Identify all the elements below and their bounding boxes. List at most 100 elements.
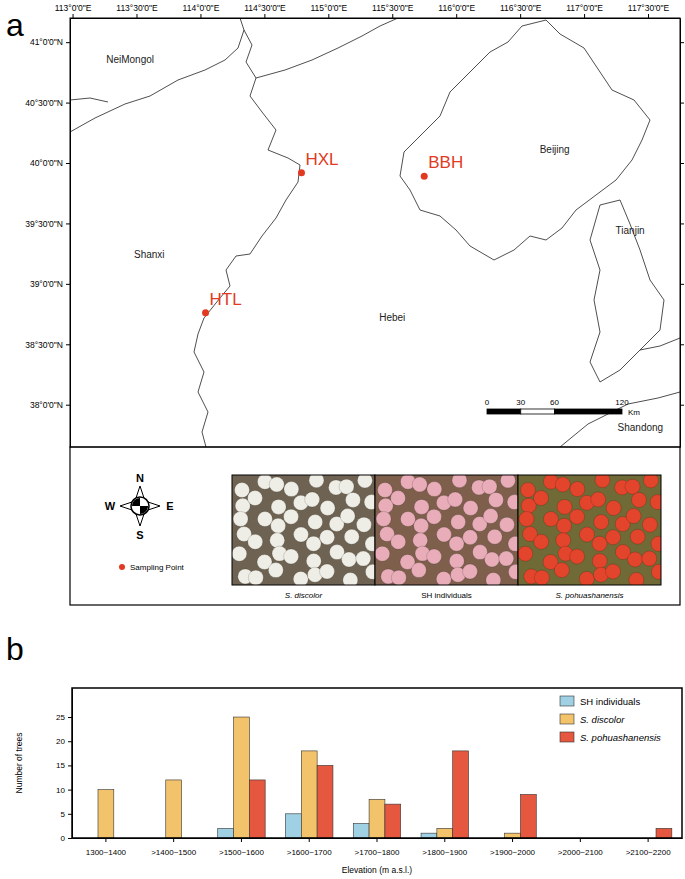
photo-caption: S. discolor — [285, 591, 323, 600]
tick — [680, 103, 684, 104]
tick-mark — [66, 163, 70, 164]
boundary — [194, 30, 300, 447]
photo-berry — [625, 479, 640, 494]
photo-caption: SH individuals — [421, 591, 472, 600]
tick-mark — [105, 838, 106, 842]
photo-berry — [309, 475, 324, 488]
bar — [98, 790, 114, 838]
photo-berry — [365, 536, 375, 551]
photo-berry — [306, 554, 321, 569]
tick: 116°30'0"E — [500, 3, 542, 18]
tick-mark — [66, 284, 70, 285]
photo-berry — [400, 511, 415, 526]
tick-label: 117°0'0"E — [566, 3, 603, 13]
tick-label: 38°0'0"N — [30, 400, 63, 410]
scale-bar-label: 120 — [615, 398, 629, 407]
photo-berry — [320, 564, 335, 579]
photo-berry — [414, 499, 429, 514]
photo-berry — [519, 511, 534, 526]
tick: 41°0'0"N — [30, 37, 70, 47]
photo-berry — [499, 551, 514, 566]
tick-label: >1700~1800 — [355, 848, 400, 857]
bar — [166, 780, 182, 838]
photo-berry — [341, 552, 356, 567]
photo-berry — [463, 564, 478, 579]
photo-berry — [556, 533, 571, 548]
tick: 117°30'0"E — [628, 3, 670, 18]
photo-frame — [232, 475, 375, 585]
tick: 25 — [56, 713, 72, 722]
boundary — [70, 98, 108, 102]
tick-label: 15 — [56, 761, 65, 770]
photo-berry — [293, 571, 308, 585]
sampling-points — [202, 169, 428, 316]
photo-berry — [606, 500, 621, 515]
tick-mark — [68, 838, 72, 839]
bar — [249, 780, 265, 838]
tick: >1400~1500 — [151, 838, 196, 857]
photo — [518, 475, 661, 585]
photo-berry — [627, 552, 642, 567]
tick-mark — [241, 838, 242, 842]
photo-berry — [452, 475, 467, 488]
photo-berry — [449, 554, 464, 569]
photo-berry — [463, 500, 478, 515]
panel-label: a — [6, 7, 24, 43]
photo-berry — [345, 492, 360, 507]
tick — [680, 344, 684, 345]
photo-berry — [554, 563, 569, 578]
tick: 117°0'0"E — [566, 3, 603, 18]
photo-frame — [518, 475, 661, 585]
tick-mark — [680, 103, 684, 104]
tick-mark — [328, 14, 329, 18]
photo-berry — [451, 515, 466, 530]
photo-frame — [375, 475, 518, 585]
photo — [375, 475, 518, 585]
photo-caption: S. pohuashanensis — [555, 591, 623, 600]
photo-berry — [269, 477, 284, 492]
tick: 115°30'0"E — [372, 3, 414, 18]
bar — [437, 828, 453, 838]
photo-berry — [343, 572, 358, 585]
photo-berry — [357, 475, 372, 488]
tick-label: 25 — [56, 713, 65, 722]
tick-mark — [377, 838, 378, 842]
tick: 1300~1400 — [86, 838, 127, 857]
tick-mark — [648, 838, 649, 842]
photo-berry — [534, 570, 549, 585]
compass-label: N — [136, 472, 144, 484]
photo-berry — [642, 517, 657, 532]
tick-label: 115°30'0"E — [372, 3, 414, 13]
tick-mark — [173, 838, 174, 842]
photo-berry — [488, 492, 503, 507]
tick-mark — [680, 42, 684, 43]
axis-line — [71, 18, 681, 19]
scale-bar-segment — [487, 409, 521, 414]
bar — [353, 823, 369, 838]
photo-berry — [631, 492, 646, 507]
photo-berry — [235, 483, 250, 498]
tick-mark — [264, 14, 265, 18]
y-axis: 0510152025 — [56, 689, 72, 844]
photo-berry — [364, 495, 375, 510]
map-frame — [70, 18, 680, 447]
tick-label: 40°30'0"N — [25, 98, 63, 108]
tick-mark — [580, 838, 581, 842]
tick: 39°30'0"N — [25, 219, 70, 229]
legend-label: SH individuals — [580, 696, 640, 707]
tick: 113°0'0"E — [55, 3, 92, 18]
region-label: Tianjin — [616, 225, 645, 236]
sampling-point — [202, 309, 209, 316]
scale-bar-segment — [555, 409, 623, 414]
photo-berry — [543, 511, 558, 526]
point-label: HXL — [305, 150, 338, 169]
x-axis-title: Elevation (m a.s.l.) — [342, 865, 413, 875]
tick-label: 5 — [61, 810, 66, 819]
photo-berry — [555, 477, 570, 492]
tick-label: 1300~1400 — [86, 848, 127, 857]
photo-berry — [483, 509, 498, 524]
compass: NSWE — [105, 472, 174, 541]
bar — [453, 751, 469, 838]
tick-mark — [68, 741, 72, 742]
point-label: BBH — [428, 153, 463, 172]
